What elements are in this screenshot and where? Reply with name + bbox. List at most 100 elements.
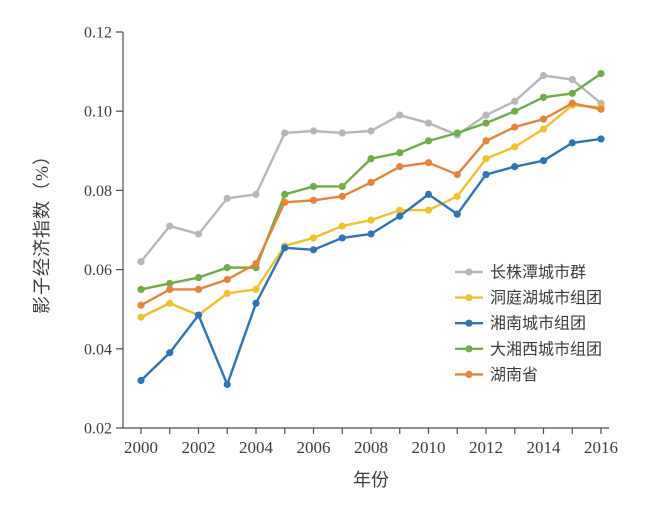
data-point [166, 279, 174, 288]
data-point [597, 135, 605, 143]
data-point [137, 376, 145, 385]
data-point [511, 143, 519, 151]
data-point [309, 196, 318, 204]
data-point [396, 149, 404, 157]
y-tick-label: 0.12 [84, 25, 112, 42]
data-point [453, 192, 461, 200]
x-tick-label: 2006 [297, 438, 331, 457]
data-point [281, 198, 289, 206]
x-tick-label: 2004 [239, 438, 274, 457]
data-point [367, 230, 375, 238]
data-point [252, 299, 260, 307]
y-tick-label: 0.02 [84, 421, 112, 438]
y-tick-label: 0.06 [84, 262, 112, 279]
data-point [511, 123, 519, 131]
x-tick-label: 2014 [527, 438, 562, 457]
legend-marker [465, 319, 473, 327]
data-point [453, 129, 461, 137]
data-point [281, 129, 289, 137]
data-point [424, 206, 433, 214]
data-point [223, 380, 231, 389]
data-point [367, 178, 375, 187]
legend-marker [465, 268, 473, 276]
y-tick-label: 0.08 [84, 183, 112, 200]
data-point [482, 155, 490, 163]
data-point [194, 285, 203, 293]
data-point [223, 289, 231, 297]
data-point [367, 155, 375, 163]
data-point [309, 234, 318, 242]
data-point [539, 125, 548, 133]
data-point [367, 216, 375, 224]
legend-marker [465, 294, 473, 302]
y-axis-title: 影子经济指数（%） [32, 146, 52, 314]
data-point [223, 264, 231, 272]
data-point [166, 299, 174, 307]
data-point [539, 93, 548, 101]
data-point [453, 170, 461, 179]
data-point [396, 163, 404, 171]
data-point [338, 192, 346, 200]
data-point [281, 190, 289, 198]
data-point [166, 349, 174, 357]
data-point [194, 230, 203, 238]
data-point [194, 273, 203, 282]
data-point [137, 285, 145, 293]
legend-marker [465, 345, 473, 353]
data-point [424, 190, 433, 198]
data-point [482, 111, 490, 119]
data-point [511, 107, 519, 115]
legend-marker [465, 370, 473, 378]
data-point [597, 69, 605, 78]
data-point [482, 119, 490, 127]
data-point [597, 105, 605, 113]
data-point [424, 159, 433, 167]
data-point [367, 127, 375, 135]
data-point [252, 285, 260, 293]
legend-label: 湖南省 [490, 366, 538, 384]
x-tick-label: 2010 [412, 438, 446, 457]
data-point [338, 222, 346, 230]
x-tick-label: 2008 [354, 438, 388, 457]
x-tick-label: 2000 [124, 438, 158, 457]
legend-label: 洞庭湖城市组团 [490, 289, 602, 307]
y-tick-label: 0.04 [84, 341, 112, 358]
data-point [539, 115, 548, 123]
x-axis-title: 年份 [353, 470, 389, 490]
y-tick-label: 0.10 [84, 104, 112, 121]
legend-label: 长株潭城市群 [490, 264, 586, 282]
data-point [539, 157, 548, 165]
x-tick-label: 2012 [469, 438, 503, 457]
data-point [568, 99, 576, 107]
data-point [511, 163, 519, 171]
data-point [137, 313, 145, 321]
legend-label: 大湘西城市组团 [490, 340, 602, 358]
x-tick-label: 2016 [584, 438, 618, 457]
data-point [166, 285, 174, 293]
data-point [223, 194, 231, 202]
data-point [568, 75, 576, 84]
data-point [137, 258, 145, 266]
data-point [137, 301, 145, 309]
data-point [568, 139, 576, 147]
data-point [539, 71, 548, 80]
data-point [568, 89, 576, 97]
data-point [424, 137, 433, 145]
data-point [396, 111, 404, 119]
data-point [396, 212, 404, 220]
legend-label: 湘南城市组团 [490, 315, 586, 333]
data-point [338, 234, 346, 242]
data-point [252, 190, 260, 198]
x-tick-label: 2002 [182, 438, 216, 457]
data-point [511, 97, 519, 105]
data-point [194, 311, 203, 319]
data-point [482, 137, 490, 145]
data-point [281, 244, 289, 252]
data-point [482, 170, 490, 179]
data-point [338, 182, 346, 191]
data-point [424, 119, 433, 127]
data-point [223, 275, 231, 284]
data-point [396, 206, 404, 214]
